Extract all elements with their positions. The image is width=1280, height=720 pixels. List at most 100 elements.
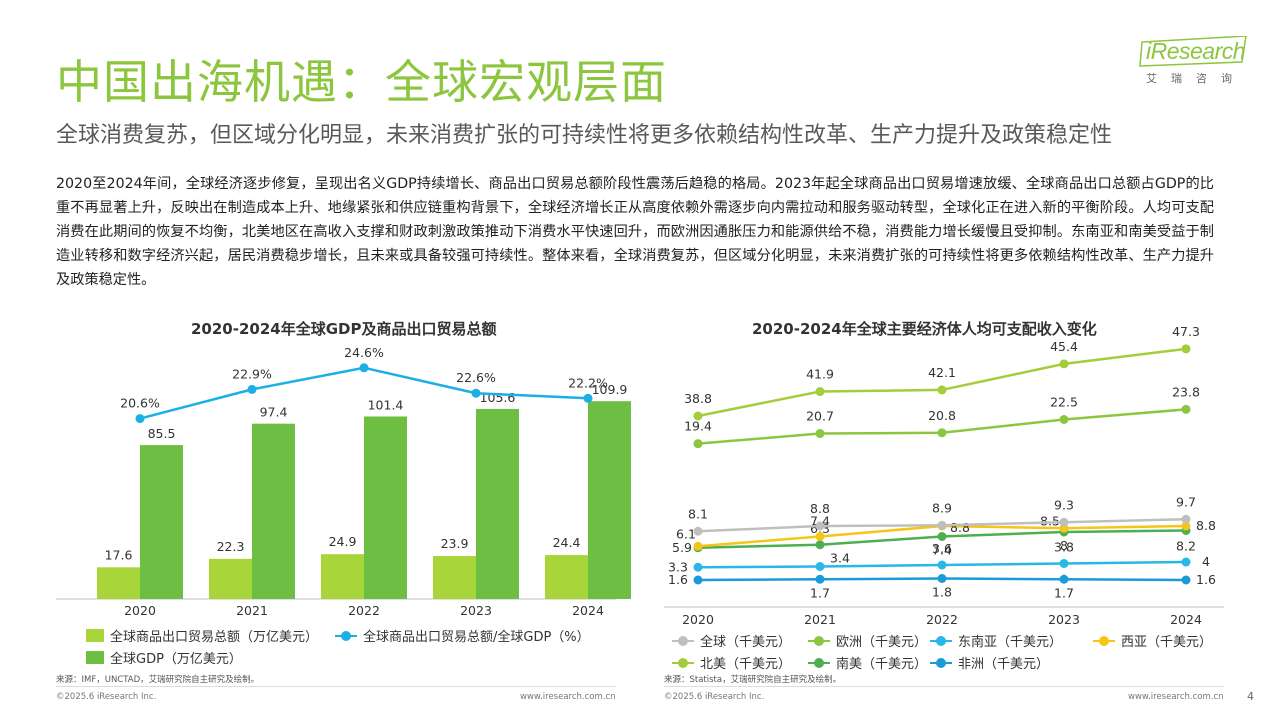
iresearch-logo: iResearch 艾瑞咨询 bbox=[1138, 36, 1248, 86]
north_america-value-label: 38.8 bbox=[684, 391, 712, 406]
legend-southeast_asia-swatch bbox=[930, 635, 952, 646]
gdp-value-label: 105.6 bbox=[480, 390, 516, 405]
legend-europe-label: 欧洲（千美元） bbox=[836, 635, 928, 650]
gdp-bar-2024 bbox=[588, 401, 631, 599]
legend-west_asia: 西亚（千美元） bbox=[1093, 631, 1212, 650]
africa-value-label: 1.6 bbox=[668, 572, 688, 587]
europe-value-label: 23.8 bbox=[1172, 384, 1200, 399]
gdp-value-label: 101.4 bbox=[368, 397, 404, 412]
south_america-value-label: 5.9 bbox=[672, 540, 692, 555]
gdp-value-label: 109.9 bbox=[592, 382, 628, 397]
export-bar-2020 bbox=[97, 567, 140, 599]
legend-southeast_asia-label: 东南亚（千美元） bbox=[958, 635, 1063, 650]
page-number: 4 bbox=[1247, 690, 1254, 703]
south_america-value-label: 8.2 bbox=[1176, 539, 1196, 554]
ratio-point bbox=[471, 388, 481, 398]
africa-point bbox=[1059, 574, 1069, 584]
global-point bbox=[1059, 517, 1069, 527]
europe-point bbox=[937, 428, 947, 438]
southeast_asia-value-label: 4 bbox=[1202, 554, 1210, 569]
west_asia-value-label: 6.1 bbox=[676, 526, 696, 541]
right-source: 来源：Statista，艾瑞研究院自主研究及绘制。 bbox=[664, 675, 842, 685]
legend-south_america-swatch bbox=[808, 657, 830, 668]
summary-paragraph: 2020至2024年间，全球经济逐步修复，呈现出名义GDP持续增长、商品出口贸易… bbox=[56, 176, 1214, 288]
legend-west_asia-label: 西亚（千美元） bbox=[1121, 635, 1213, 650]
global-point bbox=[815, 521, 825, 531]
export-value-label: 23.9 bbox=[441, 536, 469, 551]
global-value-label: 9.3 bbox=[1054, 497, 1074, 512]
legend-export-swatch bbox=[86, 629, 104, 642]
africa-point bbox=[1181, 575, 1191, 585]
x-tick-label: 2023 bbox=[1048, 612, 1080, 627]
x-tick-label: 2021 bbox=[236, 603, 268, 618]
southeast_asia-value-label: 3.3 bbox=[668, 559, 688, 574]
ratio-value-label: 22.6% bbox=[456, 370, 496, 385]
global-value-label: 8.9 bbox=[932, 500, 952, 515]
africa-value-label: 1.7 bbox=[810, 585, 830, 600]
north_america-value-label: 42.1 bbox=[928, 365, 956, 380]
legend-africa: 非洲（千美元） bbox=[930, 653, 1049, 672]
gdp-bar-2022 bbox=[364, 416, 407, 599]
export-value-label: 24.9 bbox=[329, 534, 357, 549]
footer-site-left[interactable]: www.iresearch.com.cn bbox=[520, 692, 616, 702]
legend-global-label: 全球（千美元） bbox=[700, 635, 792, 650]
legend-south_america: 南美（千美元） bbox=[808, 653, 927, 672]
ratio-value-label: 22.2% bbox=[568, 375, 608, 390]
page-subtitle: 全球消费复苏，但区域分化明显，未来消费扩张的可持续性将更多依赖结构性改革、生产力… bbox=[56, 123, 1113, 148]
legend-europe: 欧洲（千美元） bbox=[808, 631, 927, 650]
footer-site-right[interactable]: www.iresearch.com.cn bbox=[1128, 692, 1224, 702]
export-bar-2023 bbox=[433, 555, 476, 599]
europe-value-label: 22.5 bbox=[1050, 395, 1078, 410]
west_asia-value-label: 8.8 bbox=[950, 520, 970, 535]
ratio-point bbox=[247, 384, 257, 394]
legend-europe-swatch bbox=[808, 635, 830, 646]
ratio-value-label: 24.6% bbox=[344, 345, 384, 360]
legend-north_america-swatch bbox=[672, 657, 694, 668]
southeast_asia-value-label: 3.6 bbox=[932, 541, 952, 556]
gdp-export-chart: 17.6 85.5 2020 22.3 97.4 2021 24.9 101.4 2022 23.… bbox=[56, 345, 631, 618]
global-point bbox=[1181, 514, 1191, 524]
europe-value-label: 20.7 bbox=[806, 409, 834, 424]
footer-copyright-right: ©2025.6 iResearch Inc. bbox=[664, 692, 765, 702]
africa-value-label: 1.8 bbox=[932, 585, 952, 600]
x-tick-label: 2024 bbox=[572, 603, 604, 618]
x-tick-label: 2020 bbox=[124, 603, 156, 618]
legend-west_asia-swatch bbox=[1093, 635, 1115, 646]
gdp-bar-2023 bbox=[476, 408, 519, 599]
logo-wordmark: iResearch bbox=[1146, 38, 1246, 64]
africa-value-label: 1.7 bbox=[1054, 585, 1074, 600]
x-tick-label: 2022 bbox=[926, 612, 958, 627]
north_america-point bbox=[1059, 359, 1069, 369]
logo-subtitle: 艾瑞咨询 bbox=[1146, 72, 1246, 85]
north_america-point bbox=[693, 411, 703, 421]
legend-africa-swatch bbox=[930, 657, 952, 668]
legend-gdp: 全球GDP（万亿美元） bbox=[86, 648, 242, 667]
north_america-point bbox=[815, 387, 825, 397]
gdp-value-label: 97.4 bbox=[260, 405, 288, 420]
southeast_asia-value-label: 3.4 bbox=[830, 551, 850, 566]
global-value-label: 8.8 bbox=[810, 501, 830, 516]
page-title: 中国出海机遇：全球宏观层面 bbox=[56, 55, 667, 109]
left-source: 来源：IMF，UNCTAD，艾瑞研究院自主研究及绘制。 bbox=[56, 675, 260, 685]
west_asia-value-label: 8.8 bbox=[1196, 518, 1216, 533]
europe-point bbox=[693, 439, 703, 449]
x-tick-label: 2020 bbox=[682, 612, 714, 627]
global-point bbox=[937, 520, 947, 530]
legend-export-ratio: 全球商品出口贸易总额/全球GDP（%） bbox=[335, 626, 590, 645]
ratio-point bbox=[583, 393, 593, 403]
west_asia-point bbox=[1181, 521, 1191, 531]
north_america-value-label: 47.3 bbox=[1172, 324, 1200, 339]
north_america-value-label: 45.4 bbox=[1050, 339, 1078, 354]
africa-value-label: 1.6 bbox=[1196, 572, 1216, 587]
africa-point bbox=[693, 575, 703, 585]
footer-divider-left bbox=[56, 686, 616, 687]
export-value-label: 17.6 bbox=[105, 547, 133, 562]
ratio-line bbox=[139, 366, 589, 420]
global-value-label: 9.7 bbox=[1176, 494, 1196, 509]
logo-flag-icon bbox=[1139, 36, 1247, 67]
africa-point bbox=[937, 574, 947, 583]
north_america-value-label: 41.9 bbox=[806, 367, 834, 382]
footer-divider-right bbox=[664, 686, 1224, 687]
legend-north_america-label: 北美（千美元） bbox=[700, 657, 792, 672]
